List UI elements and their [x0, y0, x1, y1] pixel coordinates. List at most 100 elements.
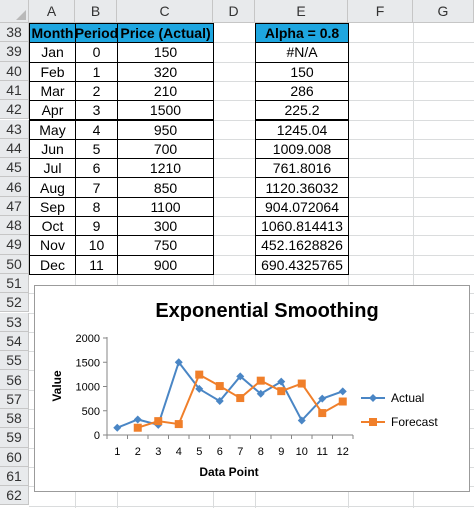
cell-month[interactable]: Aug	[29, 177, 76, 198]
row-header-52[interactable]: 52	[0, 293, 29, 313]
gridline-row	[29, 505, 474, 507]
cell-price[interactable]: 850	[117, 177, 214, 198]
row-header-42[interactable]: 42	[0, 100, 29, 120]
cell-forecast[interactable]: 150	[255, 61, 349, 82]
row-header-49[interactable]: 49	[0, 235, 29, 255]
cell-month[interactable]: Nov	[29, 235, 76, 256]
header-price[interactable]: Price (Actual)	[117, 23, 214, 44]
gridline-row	[29, 177, 474, 179]
cell-period[interactable]: 6	[75, 158, 118, 179]
data-point-forecast	[215, 382, 224, 391]
select-all-corner[interactable]	[0, 0, 29, 23]
row-header-61[interactable]: 61	[0, 466, 29, 487]
row-header-48[interactable]: 48	[0, 216, 29, 236]
cell-forecast[interactable]: #N/A	[255, 42, 349, 63]
row-header-45[interactable]: 45	[0, 158, 29, 178]
column-header-g[interactable]: G	[413, 0, 474, 23]
cell-month[interactable]: Feb	[29, 61, 76, 82]
row-header-40[interactable]: 40	[0, 61, 29, 81]
cell-month[interactable]: Jul	[29, 158, 76, 179]
cell-month[interactable]: Sep	[29, 196, 76, 217]
cell-period[interactable]: 5	[75, 138, 118, 160]
legend-marker-actual	[369, 394, 377, 402]
cell-period[interactable]: 9	[75, 216, 118, 237]
cell-forecast[interactable]: 1060.814413	[255, 216, 349, 237]
x-tick-label: 12	[337, 446, 349, 458]
cell-price[interactable]: 300	[117, 216, 214, 237]
cell-month[interactable]: Jun	[29, 138, 76, 160]
cell-price[interactable]: 320	[117, 61, 214, 82]
row-header-38[interactable]: 38	[0, 23, 29, 43]
column-header-f[interactable]: F	[348, 0, 413, 23]
cell-period[interactable]: 3	[75, 100, 118, 121]
cell-price[interactable]: 150	[117, 42, 214, 63]
cell-month[interactable]: May	[29, 119, 76, 140]
cell-period[interactable]: 10	[75, 235, 118, 256]
data-point-forecast	[338, 397, 347, 406]
cell-period[interactable]: 11	[75, 254, 118, 275]
cell-price[interactable]: 1100	[117, 196, 214, 217]
row-header-56[interactable]: 56	[0, 370, 29, 390]
cell-price[interactable]: 900	[117, 254, 214, 275]
cell-month[interactable]: Jan	[29, 42, 76, 63]
chart[interactable]: Exponential Smoothing Value Data Point 0…	[34, 285, 470, 492]
header-period[interactable]: Period	[75, 23, 118, 44]
cell-price[interactable]: 750	[117, 235, 214, 256]
cell-price[interactable]: 1500	[117, 100, 214, 121]
column-header-e[interactable]: E	[255, 0, 348, 23]
legend-label-forecast: Forecast	[391, 415, 438, 429]
cell-month[interactable]: Dec	[29, 254, 76, 275]
cell-price[interactable]: 700	[117, 138, 214, 160]
cell-period[interactable]: 4	[75, 119, 118, 140]
row-header-54[interactable]: 54	[0, 331, 29, 352]
x-tick-label: 3	[155, 446, 161, 458]
row-header-59[interactable]: 59	[0, 428, 29, 448]
cell-forecast[interactable]: 225.2	[255, 100, 349, 121]
row-header-41[interactable]: 41	[0, 80, 29, 101]
cell-forecast[interactable]: 1120.36032	[255, 177, 349, 198]
cell-forecast[interactable]: 1009.008	[255, 138, 349, 160]
cell-forecast[interactable]: 904.072064	[255, 196, 349, 217]
row-header-62[interactable]: 62	[0, 486, 29, 506]
header-alpha[interactable]: Alpha = 0.8	[255, 23, 349, 44]
y-tick-label: 1500	[76, 357, 100, 369]
cell-period[interactable]: 2	[75, 80, 118, 102]
row-header-39[interactable]: 39	[0, 42, 29, 62]
cell-price[interactable]: 210	[117, 80, 214, 102]
row-header-57[interactable]: 57	[0, 389, 29, 409]
cell-forecast[interactable]: 1245.04	[255, 119, 349, 140]
column-header-d[interactable]: D	[213, 0, 255, 23]
cell-price[interactable]: 950	[117, 119, 214, 140]
row-header-51[interactable]: 51	[0, 273, 29, 294]
row-header-53[interactable]: 53	[0, 312, 29, 332]
cell-month[interactable]: Oct	[29, 216, 76, 237]
column-header-b[interactable]: B	[75, 0, 117, 23]
row-header-43[interactable]: 43	[0, 119, 29, 139]
cell-forecast[interactable]: 690.4325765	[255, 254, 349, 275]
x-tick-label: 9	[278, 446, 284, 458]
gridline-row	[29, 254, 474, 256]
cell-forecast[interactable]: 452.1628826	[255, 235, 349, 256]
y-tick-label: 1000	[76, 382, 100, 394]
cell-period[interactable]: 0	[75, 42, 118, 63]
cell-price[interactable]: 1210	[117, 158, 214, 179]
row-header-55[interactable]: 55	[0, 351, 29, 371]
cell-month[interactable]: Apr	[29, 100, 76, 121]
gridline-row	[29, 80, 474, 82]
cell-forecast[interactable]: 761.8016	[255, 158, 349, 179]
row-header-58[interactable]: 58	[0, 409, 29, 429]
column-header-c[interactable]: C	[117, 0, 213, 23]
row-header-44[interactable]: 44	[0, 138, 29, 159]
cell-period[interactable]: 1	[75, 61, 118, 82]
row-header-50[interactable]: 50	[0, 254, 29, 274]
cell-forecast[interactable]: 286	[255, 80, 349, 102]
row-header-60[interactable]: 60	[0, 447, 29, 467]
header-month[interactable]: Month	[29, 23, 76, 44]
data-point-forecast	[236, 394, 245, 403]
column-header-a[interactable]: A	[29, 0, 75, 23]
cell-period[interactable]: 8	[75, 196, 118, 217]
row-header-46[interactable]: 46	[0, 177, 29, 197]
cell-period[interactable]: 7	[75, 177, 118, 198]
cell-month[interactable]: Mar	[29, 80, 76, 102]
row-header-47[interactable]: 47	[0, 196, 29, 216]
